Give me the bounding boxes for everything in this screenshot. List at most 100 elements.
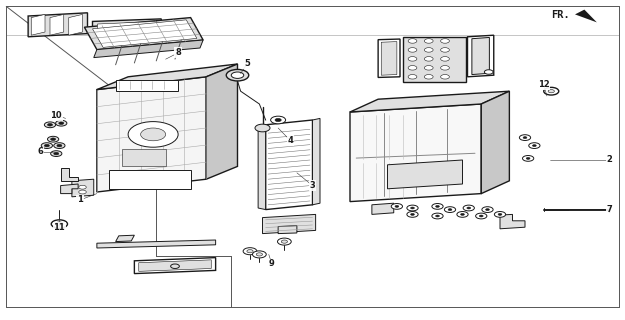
Circle shape xyxy=(243,248,257,255)
Circle shape xyxy=(411,207,414,209)
Circle shape xyxy=(44,144,49,147)
Circle shape xyxy=(498,213,502,215)
Circle shape xyxy=(441,66,449,70)
Circle shape xyxy=(484,70,493,74)
Circle shape xyxy=(476,213,487,219)
Circle shape xyxy=(391,204,402,209)
Circle shape xyxy=(441,39,449,43)
Circle shape xyxy=(141,128,166,141)
Circle shape xyxy=(275,118,281,122)
Polygon shape xyxy=(97,77,206,192)
Circle shape xyxy=(448,209,452,211)
Polygon shape xyxy=(134,258,216,274)
Circle shape xyxy=(432,204,443,209)
Bar xyxy=(116,80,178,91)
Circle shape xyxy=(278,238,291,245)
Polygon shape xyxy=(92,19,161,34)
Circle shape xyxy=(57,144,62,147)
Text: FR.: FR. xyxy=(551,10,570,20)
Polygon shape xyxy=(72,179,94,197)
Polygon shape xyxy=(350,104,481,202)
Circle shape xyxy=(51,138,56,140)
Text: 9: 9 xyxy=(269,260,275,268)
Text: 10: 10 xyxy=(51,111,62,120)
Circle shape xyxy=(56,120,67,126)
Circle shape xyxy=(171,264,179,268)
Polygon shape xyxy=(206,64,238,179)
Circle shape xyxy=(532,145,536,147)
Circle shape xyxy=(54,143,65,148)
Polygon shape xyxy=(381,42,397,75)
Bar xyxy=(403,37,466,82)
Circle shape xyxy=(432,213,443,219)
Polygon shape xyxy=(139,260,211,271)
Circle shape xyxy=(486,209,489,211)
Circle shape xyxy=(44,122,56,128)
Polygon shape xyxy=(372,203,394,214)
Circle shape xyxy=(424,48,433,52)
Circle shape xyxy=(441,48,449,52)
Circle shape xyxy=(444,207,456,212)
Polygon shape xyxy=(262,214,316,234)
Polygon shape xyxy=(98,21,156,31)
Polygon shape xyxy=(116,235,134,242)
Text: 6: 6 xyxy=(38,148,44,156)
Circle shape xyxy=(479,215,483,217)
Polygon shape xyxy=(388,160,462,189)
Circle shape xyxy=(494,212,506,217)
Polygon shape xyxy=(278,226,297,234)
Bar xyxy=(109,170,191,189)
Circle shape xyxy=(519,135,531,140)
Circle shape xyxy=(79,185,86,189)
Polygon shape xyxy=(84,18,203,50)
Text: 11: 11 xyxy=(54,223,65,232)
Polygon shape xyxy=(258,125,266,210)
Circle shape xyxy=(424,57,433,61)
Circle shape xyxy=(408,48,417,52)
Circle shape xyxy=(59,122,64,124)
Circle shape xyxy=(463,205,474,211)
Circle shape xyxy=(457,212,468,217)
Text: 12: 12 xyxy=(538,80,549,89)
Circle shape xyxy=(424,66,433,70)
Circle shape xyxy=(424,75,433,79)
Polygon shape xyxy=(97,240,216,248)
Polygon shape xyxy=(61,168,78,181)
Polygon shape xyxy=(500,214,525,229)
Text: 7: 7 xyxy=(606,205,612,214)
Circle shape xyxy=(247,250,253,253)
Polygon shape xyxy=(50,14,64,35)
Text: 5: 5 xyxy=(244,60,250,68)
Circle shape xyxy=(408,75,417,79)
Polygon shape xyxy=(378,39,400,77)
Circle shape xyxy=(441,57,449,61)
Polygon shape xyxy=(266,120,312,210)
Circle shape xyxy=(407,212,418,217)
Circle shape xyxy=(48,136,59,142)
Polygon shape xyxy=(92,20,197,47)
Circle shape xyxy=(56,222,63,226)
Text: 3: 3 xyxy=(309,181,316,190)
Circle shape xyxy=(281,240,288,243)
Circle shape xyxy=(226,69,249,81)
Circle shape xyxy=(548,90,554,93)
Circle shape xyxy=(48,124,53,126)
Text: 4: 4 xyxy=(288,136,294,145)
Circle shape xyxy=(51,151,62,156)
Polygon shape xyxy=(61,184,78,194)
Circle shape xyxy=(411,213,414,215)
Circle shape xyxy=(529,143,540,148)
Circle shape xyxy=(544,87,559,95)
Circle shape xyxy=(407,205,418,211)
Text: 2: 2 xyxy=(606,156,612,164)
Polygon shape xyxy=(575,10,597,22)
Polygon shape xyxy=(97,64,238,90)
Polygon shape xyxy=(468,35,494,77)
Circle shape xyxy=(436,215,439,217)
Polygon shape xyxy=(94,40,203,58)
Circle shape xyxy=(51,220,68,228)
Circle shape xyxy=(54,152,59,155)
Circle shape xyxy=(255,124,270,132)
Circle shape xyxy=(441,75,449,79)
Polygon shape xyxy=(312,118,320,205)
